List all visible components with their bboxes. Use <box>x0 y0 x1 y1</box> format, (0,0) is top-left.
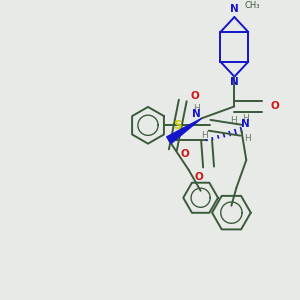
Text: O: O <box>180 149 189 159</box>
Text: O: O <box>271 101 280 111</box>
Polygon shape <box>167 118 202 143</box>
Text: N: N <box>230 4 239 14</box>
Text: N: N <box>192 110 201 119</box>
Text: H: H <box>244 134 251 143</box>
Text: H: H <box>230 116 237 125</box>
Text: N: N <box>241 119 250 129</box>
Text: H: H <box>201 131 208 140</box>
Text: O: O <box>194 172 203 182</box>
Text: N: N <box>230 76 239 87</box>
Text: H: H <box>193 104 200 113</box>
Text: CH₃: CH₃ <box>244 1 260 10</box>
Text: S: S <box>173 119 182 132</box>
Text: H: H <box>242 114 249 123</box>
Text: O: O <box>190 92 199 101</box>
